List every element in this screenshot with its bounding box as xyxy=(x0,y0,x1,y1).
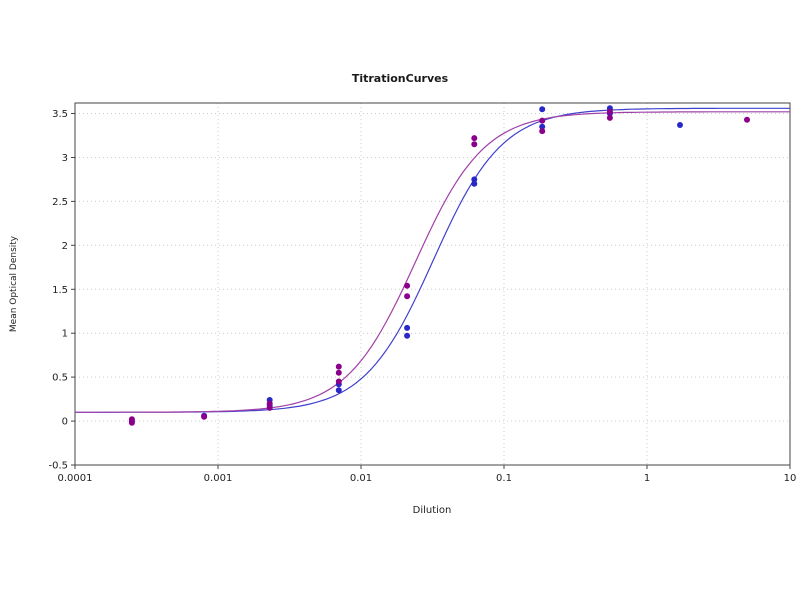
y-tick-label: 2 xyxy=(62,241,68,252)
y-tick-label: 2.5 xyxy=(52,197,68,208)
titration-series-purple-point xyxy=(335,363,342,370)
titration-series-purple-point xyxy=(335,378,342,385)
titration-series-blue-point xyxy=(335,387,342,394)
titration-series-blue-point xyxy=(539,106,546,113)
y-tick-label: 3 xyxy=(62,153,68,164)
titration-series-purple-point xyxy=(266,404,273,411)
y-tick-label: -0.5 xyxy=(48,461,68,472)
titration-series-purple-point xyxy=(606,114,613,121)
titration-series-blue-point xyxy=(471,176,478,183)
titration-series-purple-point xyxy=(539,128,546,135)
titration-series-blue-point xyxy=(677,122,683,128)
titration-series-purple-point xyxy=(744,116,750,123)
x-tick-label: 0.1 xyxy=(496,473,512,484)
y-tick-label: 0.5 xyxy=(52,373,68,384)
titration-series-purple-curve xyxy=(75,111,790,413)
x-axis-label: Dilution xyxy=(412,505,452,516)
y-tick-label: 1.5 xyxy=(52,285,68,296)
titration-series-purple-point xyxy=(471,141,478,148)
titration-series-blue-point xyxy=(471,180,478,187)
chart-title: TitrationCurves xyxy=(351,72,449,85)
x-tick-label: 0.001 xyxy=(204,473,233,484)
titration-series-purple-point xyxy=(266,400,273,407)
titration-series-purple-point xyxy=(539,117,546,124)
titration-series-blue-point xyxy=(404,332,411,339)
titration-series-purple-point xyxy=(201,413,208,420)
titration-series-blue-point xyxy=(539,123,546,130)
x-tick-label: 0.0001 xyxy=(58,473,93,484)
titration-series-purple-point xyxy=(404,282,411,289)
titration-series-blue-curve xyxy=(75,107,790,413)
titration-series-purple-point xyxy=(404,293,411,300)
plot-frame xyxy=(74,102,791,466)
titration-series-blue-point xyxy=(404,324,411,331)
titration-series-purple-point xyxy=(335,369,342,376)
x-tick-label: 10 xyxy=(784,473,797,484)
titration-series-purple-point xyxy=(128,419,135,426)
y-tick-label: 1 xyxy=(62,329,68,340)
y-tick-label: 3.5 xyxy=(52,109,68,120)
x-tick-label: 0.01 xyxy=(350,473,372,484)
y-tick-label: 0 xyxy=(62,417,68,428)
x-tick-label: 1 xyxy=(644,473,650,484)
titration-series-purple-point xyxy=(471,135,478,142)
titration-series-purple-point xyxy=(606,108,613,115)
